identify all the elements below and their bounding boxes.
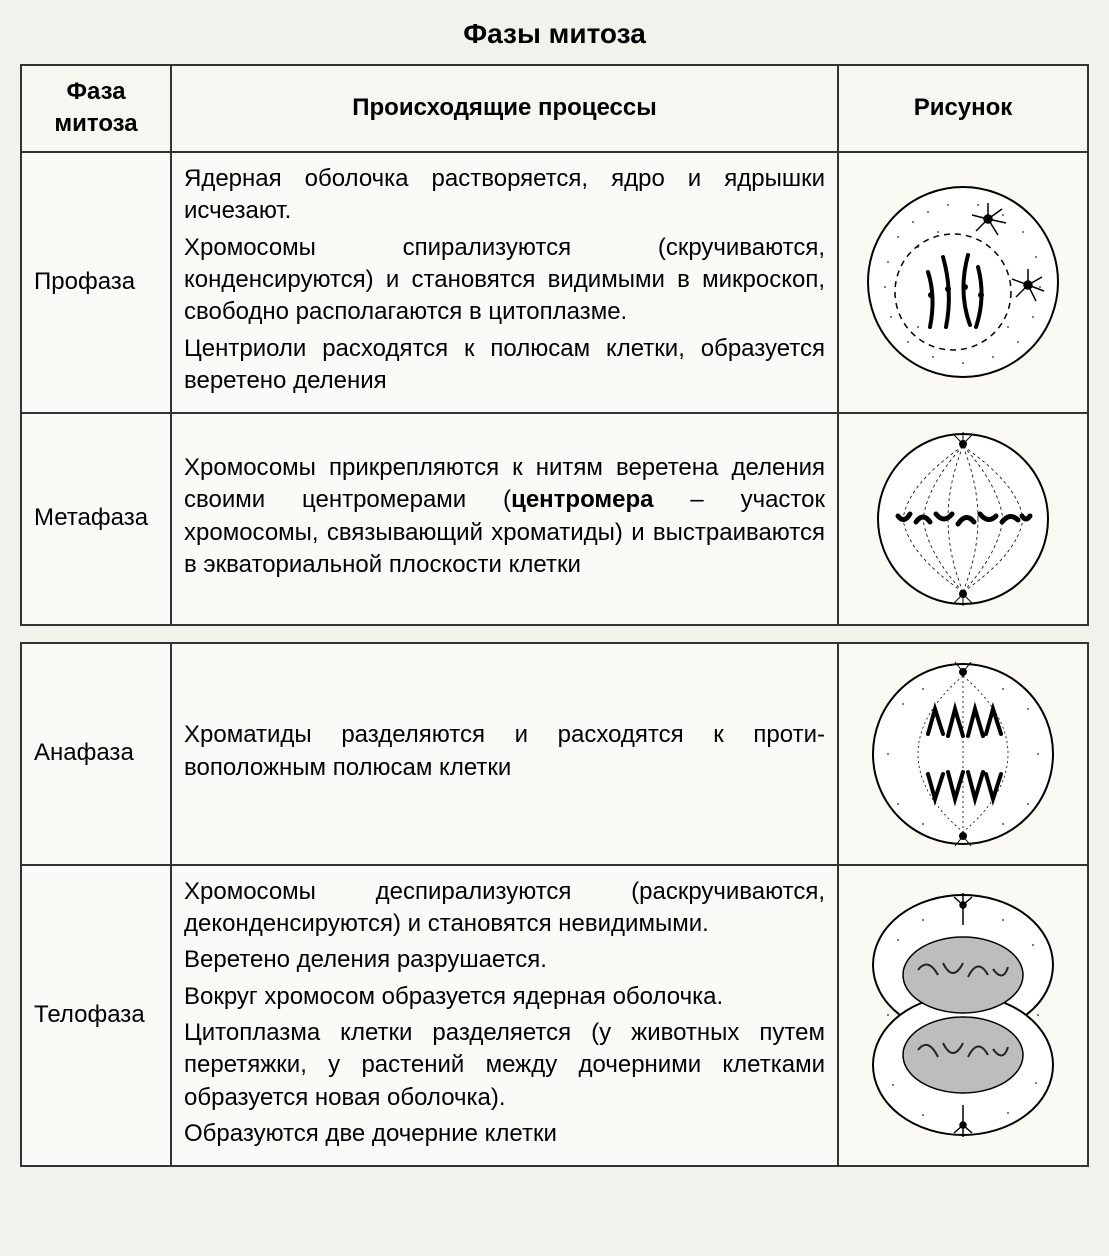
proc-paragraph: Хромосомы прикрепляются к нитям веретена… [184, 452, 825, 582]
proc-paragraph: Хромосомы деспирализуются (раскручивают­… [184, 876, 825, 941]
phase-name-cell: Телофаза [21, 865, 171, 1166]
telophase-diagram-icon [858, 885, 1068, 1145]
table-row: Метафаза Хромосомы прикрепляются к нитям… [21, 413, 1088, 625]
figure-cell [838, 413, 1088, 625]
mitosis-table-2: Анафаза Хроматиды разделяются и расходят… [20, 642, 1089, 1167]
col-header-phase: Фаза митоза [21, 65, 171, 152]
anaphase-diagram-icon [863, 654, 1063, 854]
proc-paragraph: Вокруг хромосом образуется ядерная обо­л… [184, 981, 825, 1013]
phase-name-cell: Профаза [21, 152, 171, 413]
page-title: Фазы митоза [20, 18, 1089, 50]
col-header-figure: Рисунок [838, 65, 1088, 152]
proc-paragraph: Веретено деления разрушается. [184, 944, 825, 976]
table-header: Фаза митоза Происходящие процессы Рисуно… [21, 65, 1088, 152]
prophase-diagram-icon [858, 177, 1068, 387]
table-row: Профаза Ядерная оболочка растворяется, я… [21, 152, 1088, 413]
table-row: Телофаза Хромосомы деспирализуются (раск… [21, 865, 1088, 1166]
page-container: Фазы митоза Фаза митоза Происходящие про… [0, 0, 1109, 1187]
proc-paragraph: Центриоли расходятся к полюсам клетки, о… [184, 333, 825, 398]
processes-cell: Ядерная оболочка растворяется, ядро и яд… [171, 152, 838, 413]
metaphase-diagram-icon [868, 424, 1058, 614]
proc-paragraph: Ядерная оболочка растворяется, ядро и яд… [184, 163, 825, 228]
processes-cell: Хромосомы деспирализуются (раскручивают­… [171, 865, 838, 1166]
processes-cell: Хроматиды разделяются и расходятся к про… [171, 643, 838, 865]
table-row: Анафаза Хроматиды разделяются и расходят… [21, 643, 1088, 865]
proc-paragraph: Образуются две дочерние клетки [184, 1118, 825, 1150]
figure-cell [838, 643, 1088, 865]
col-header-processes: Происходящие процессы [171, 65, 838, 152]
proc-paragraph: Хромосомы спирализуются (скручиваются, к… [184, 232, 825, 329]
figure-cell [838, 865, 1088, 1166]
proc-paragraph: Хроматиды разделяются и расходятся к про… [184, 719, 825, 784]
figure-cell [838, 152, 1088, 413]
phase-name-cell: Метафаза [21, 413, 171, 625]
phase-name-cell: Анафаза [21, 643, 171, 865]
proc-paragraph: Цитоплазма клетки разделяется (у животны… [184, 1017, 825, 1114]
proc-bold-term: центромера [511, 486, 653, 513]
mitosis-table-1: Фаза митоза Происходящие процессы Рисуно… [20, 64, 1089, 626]
processes-cell: Хромосомы прикрепляются к нитям веретена… [171, 413, 838, 625]
